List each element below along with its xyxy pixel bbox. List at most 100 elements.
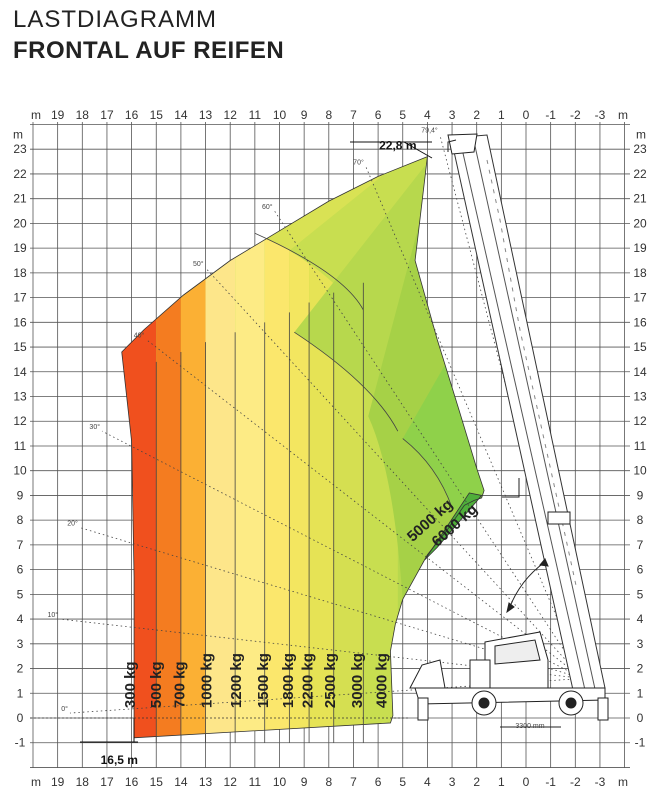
- y-tick-label: 11: [14, 439, 27, 453]
- y-tick-label: 18: [633, 266, 647, 280]
- x-tick-label: 12: [224, 775, 238, 789]
- y-tick-label: 18: [13, 266, 27, 280]
- y-tick-label: 15: [13, 340, 27, 354]
- x-tick-label: -2: [570, 108, 581, 122]
- x-tick-label: 13: [199, 775, 213, 789]
- x-tick-label: 7: [350, 108, 357, 122]
- x-tick-label: 6: [375, 775, 382, 789]
- y-tick-label: -1: [15, 736, 26, 750]
- y-tick-label: 6: [17, 563, 24, 577]
- x-tick-label: 2: [473, 108, 480, 122]
- x-tick-label: 19: [51, 108, 65, 122]
- y-tick-label: 12: [13, 414, 27, 428]
- x-tick-label: 5: [399, 108, 406, 122]
- capacity-label: 2500 kg: [322, 653, 339, 708]
- x-tick-label: 1: [498, 775, 505, 789]
- y-tick-label: 10: [13, 464, 27, 478]
- y-tick-label: 22: [13, 167, 27, 181]
- y-tick-label: 21: [633, 192, 647, 206]
- y-tick-label: 2: [637, 662, 644, 676]
- x-tick-label: 16: [125, 775, 139, 789]
- x-tick-label: 15: [150, 108, 164, 122]
- y-tick-label: 0: [637, 711, 644, 725]
- x-axis-unit: m: [618, 108, 628, 122]
- capacity-label: 4000 kg: [374, 653, 391, 708]
- y-tick-label: 21: [13, 192, 27, 206]
- chassis-drawing: [409, 631, 609, 728]
- y-tick-label: 10: [633, 464, 647, 478]
- y-tick-label: 17: [633, 291, 647, 305]
- angle-label: 20°: [67, 520, 78, 528]
- boom-angle-lines: 0° 10° 20° 30° 40° 50° 60° 70° 79,4°: [48, 126, 584, 714]
- y-tick-label: 3: [637, 637, 644, 651]
- capacity-label: 700 kg: [171, 661, 188, 708]
- x-tick-label: 2: [473, 775, 480, 789]
- y-tick-label: 1: [17, 686, 24, 700]
- angle-label: 79,4°: [421, 126, 438, 134]
- y-tick-label: 5: [637, 587, 644, 601]
- x-axis-unit: m: [618, 775, 628, 789]
- capacity-label: 500 kg: [148, 661, 165, 708]
- annotations: 22,8 m 16,5 m 3300 mm: [30, 138, 545, 767]
- zone-boundary: [402, 438, 453, 508]
- x-tick-label: 10: [273, 775, 287, 789]
- y-tick-label: 7: [637, 538, 644, 552]
- x-tick-label: 19: [51, 775, 65, 789]
- x-tick-label: 0: [523, 775, 530, 789]
- x-tick-label: 12: [224, 108, 238, 122]
- y-tick-label: 15: [633, 340, 647, 354]
- axes: 1919181817171616151514141313121211111010…: [13, 108, 647, 789]
- x-tick-label: 0: [523, 108, 530, 122]
- y-axis-unit: m: [13, 127, 23, 141]
- x-tick-label: 14: [174, 775, 188, 789]
- y-tick-label: 3: [17, 637, 24, 651]
- y-axis-unit: m: [636, 127, 646, 141]
- boom-drawing: [447, 133, 606, 691]
- chart-subtitle: FRONTAL AUF REIFEN: [13, 37, 285, 64]
- x-tick-label: 14: [174, 108, 188, 122]
- x-tick-label: -1: [545, 775, 556, 789]
- y-tick-label: 9: [637, 488, 644, 502]
- capacity-label: 1500 kg: [255, 653, 272, 708]
- x-tick-label: 18: [76, 108, 90, 122]
- y-tick-label: 6: [637, 563, 644, 577]
- y-tick-label: 2: [17, 662, 24, 676]
- angle-line: [439, 134, 584, 679]
- angle-line: [101, 430, 583, 679]
- y-tick-label: 13: [633, 390, 647, 404]
- x-axis-unit: m: [31, 775, 41, 789]
- x-tick-label: 3: [449, 108, 456, 122]
- x-tick-label: 18: [76, 775, 90, 789]
- zone-boundary: [254, 232, 364, 311]
- y-tick-label: 14: [13, 365, 27, 379]
- x-tick-label: 6: [375, 108, 382, 122]
- max-height-line: [403, 141, 433, 159]
- capacity-label: 2200 kg: [300, 653, 317, 708]
- x-tick-label: -1: [545, 108, 556, 122]
- x-tick-label: 4: [424, 775, 431, 789]
- zone-boundaries: [121, 156, 485, 743]
- x-tick-label: -2: [570, 775, 581, 789]
- x-tick-label: 7: [350, 775, 357, 789]
- y-tick-label: -1: [635, 736, 646, 750]
- x-tick-label: 4: [424, 108, 431, 122]
- x-tick-label: 11: [249, 775, 262, 789]
- wheelbase-label: 3300 mm: [515, 723, 544, 730]
- telehandler-drawing: [409, 133, 609, 728]
- y-tick-label: 16: [633, 315, 647, 329]
- y-tick-label: 20: [13, 216, 27, 230]
- x-tick-label: -3: [595, 775, 606, 789]
- y-tick-label: 9: [17, 488, 24, 502]
- angle-line: [79, 527, 583, 679]
- x-tick-label: 5: [399, 775, 406, 789]
- y-tick-label: 0: [17, 711, 24, 725]
- y-tick-label: 19: [633, 241, 647, 255]
- y-tick-label: 12: [633, 414, 647, 428]
- x-tick-label: 13: [199, 108, 213, 122]
- x-tick-label: 9: [301, 108, 308, 122]
- y-tick-label: 4: [17, 612, 24, 626]
- x-tick-label: 17: [100, 775, 114, 789]
- angle-line: [205, 267, 583, 679]
- zone-band: [289, 156, 310, 738]
